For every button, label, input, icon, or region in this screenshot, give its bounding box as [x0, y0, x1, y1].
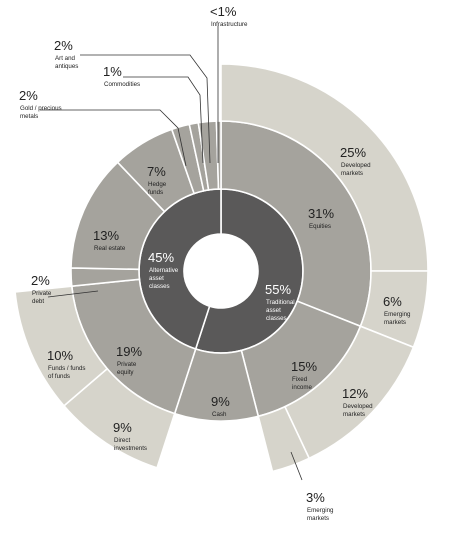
- center-hole: [184, 234, 258, 308]
- pct-label-fi-developed: 12%: [342, 386, 368, 401]
- pct-label-private-debt: 2%: [31, 273, 50, 288]
- name-label-fixed-income: Fixed: [292, 376, 308, 383]
- outer-segment-fi-emerging: [257, 405, 311, 473]
- leader-line-commodities: [123, 76, 204, 164]
- pct-label-cash: 9%: [211, 394, 230, 409]
- name-label-fi-developed: markets: [343, 411, 365, 418]
- name-label-alternative: asset: [149, 275, 164, 282]
- name-label-alternative: classes: [149, 283, 170, 290]
- pct-label-commodities: 1%: [103, 64, 122, 79]
- name-label-traditional: Traditional: [266, 299, 295, 306]
- name-label-equities: Equities: [309, 223, 331, 230]
- name-label-eq-emerging: markets: [384, 319, 406, 326]
- name-label-eq-emerging: Emerging: [384, 311, 411, 318]
- pct-label-traditional: 55%: [265, 282, 291, 297]
- name-label-art: antiques: [55, 63, 78, 70]
- pct-label-eq-emerging: 6%: [383, 294, 402, 309]
- name-label-traditional: asset: [266, 307, 281, 314]
- name-label-pe-funds: Funds / funds: [48, 365, 86, 372]
- pct-label-pe-funds: 10%: [47, 348, 73, 363]
- pct-label-fi-emerging: 3%: [306, 490, 325, 505]
- pct-label-private-equity: 19%: [116, 344, 142, 359]
- name-label-infrastructure: Infrastructure: [211, 21, 248, 28]
- name-label-real-estate: Real estate: [94, 245, 126, 252]
- name-label-fi-developed: Developed: [343, 403, 373, 410]
- leader-line-art: [80, 54, 211, 164]
- name-label-pe-funds: of funds: [48, 373, 70, 380]
- pct-label-eq-developed: 25%: [340, 145, 366, 160]
- pct-label-equities: 31%: [308, 206, 334, 221]
- name-label-eq-developed: markets: [341, 170, 363, 177]
- name-label-fi-emerging: markets: [307, 515, 329, 522]
- pct-label-fixed-income: 15%: [291, 359, 317, 374]
- pct-label-pe-direct: 9%: [113, 420, 132, 435]
- pct-label-infrastructure: <1%: [210, 4, 237, 19]
- name-label-hedge-funds: Hedge: [148, 181, 167, 188]
- name-label-pe-direct: investments: [114, 445, 147, 452]
- name-label-cash: Cash: [212, 411, 227, 418]
- name-label-private-equity: equity: [117, 369, 134, 376]
- name-label-gold: metals: [20, 113, 38, 120]
- leader-line-gold: [40, 109, 187, 167]
- name-label-fi-emerging: Emerging: [307, 507, 334, 514]
- name-label-pe-direct: Direct: [114, 437, 130, 444]
- outer-segment-pe-funds: [14, 285, 109, 407]
- name-label-commodities: Commodities: [104, 81, 140, 88]
- pct-label-gold: 2%: [19, 88, 38, 103]
- name-label-traditional: classes: [266, 315, 287, 322]
- pct-label-alternative: 45%: [148, 250, 174, 265]
- chart-labels: 55%Traditionalassetclasses45%Alternative…: [19, 4, 411, 522]
- name-label-fixed-income: income: [292, 384, 313, 391]
- name-label-gold: Gold / precious: [20, 105, 62, 112]
- pct-label-hedge-funds: 7%: [147, 164, 166, 179]
- name-label-alternative: Alternative: [149, 267, 179, 274]
- pct-label-art: 2%: [54, 38, 73, 53]
- name-label-private-debt: Private: [32, 290, 52, 297]
- leader-lines: [40, 26, 303, 481]
- name-label-art: Art and: [55, 55, 76, 62]
- pct-label-real-estate: 13%: [93, 228, 119, 243]
- leader-line-fi-emerging: [290, 451, 303, 481]
- name-label-eq-developed: Developed: [341, 162, 371, 169]
- name-label-private-equity: Private: [117, 361, 137, 368]
- name-label-private-debt: debt: [32, 298, 44, 305]
- name-label-hedge-funds: funds: [148, 189, 163, 196]
- leader-line-private-debt: [47, 290, 99, 298]
- chart-segments: [14, 63, 429, 473]
